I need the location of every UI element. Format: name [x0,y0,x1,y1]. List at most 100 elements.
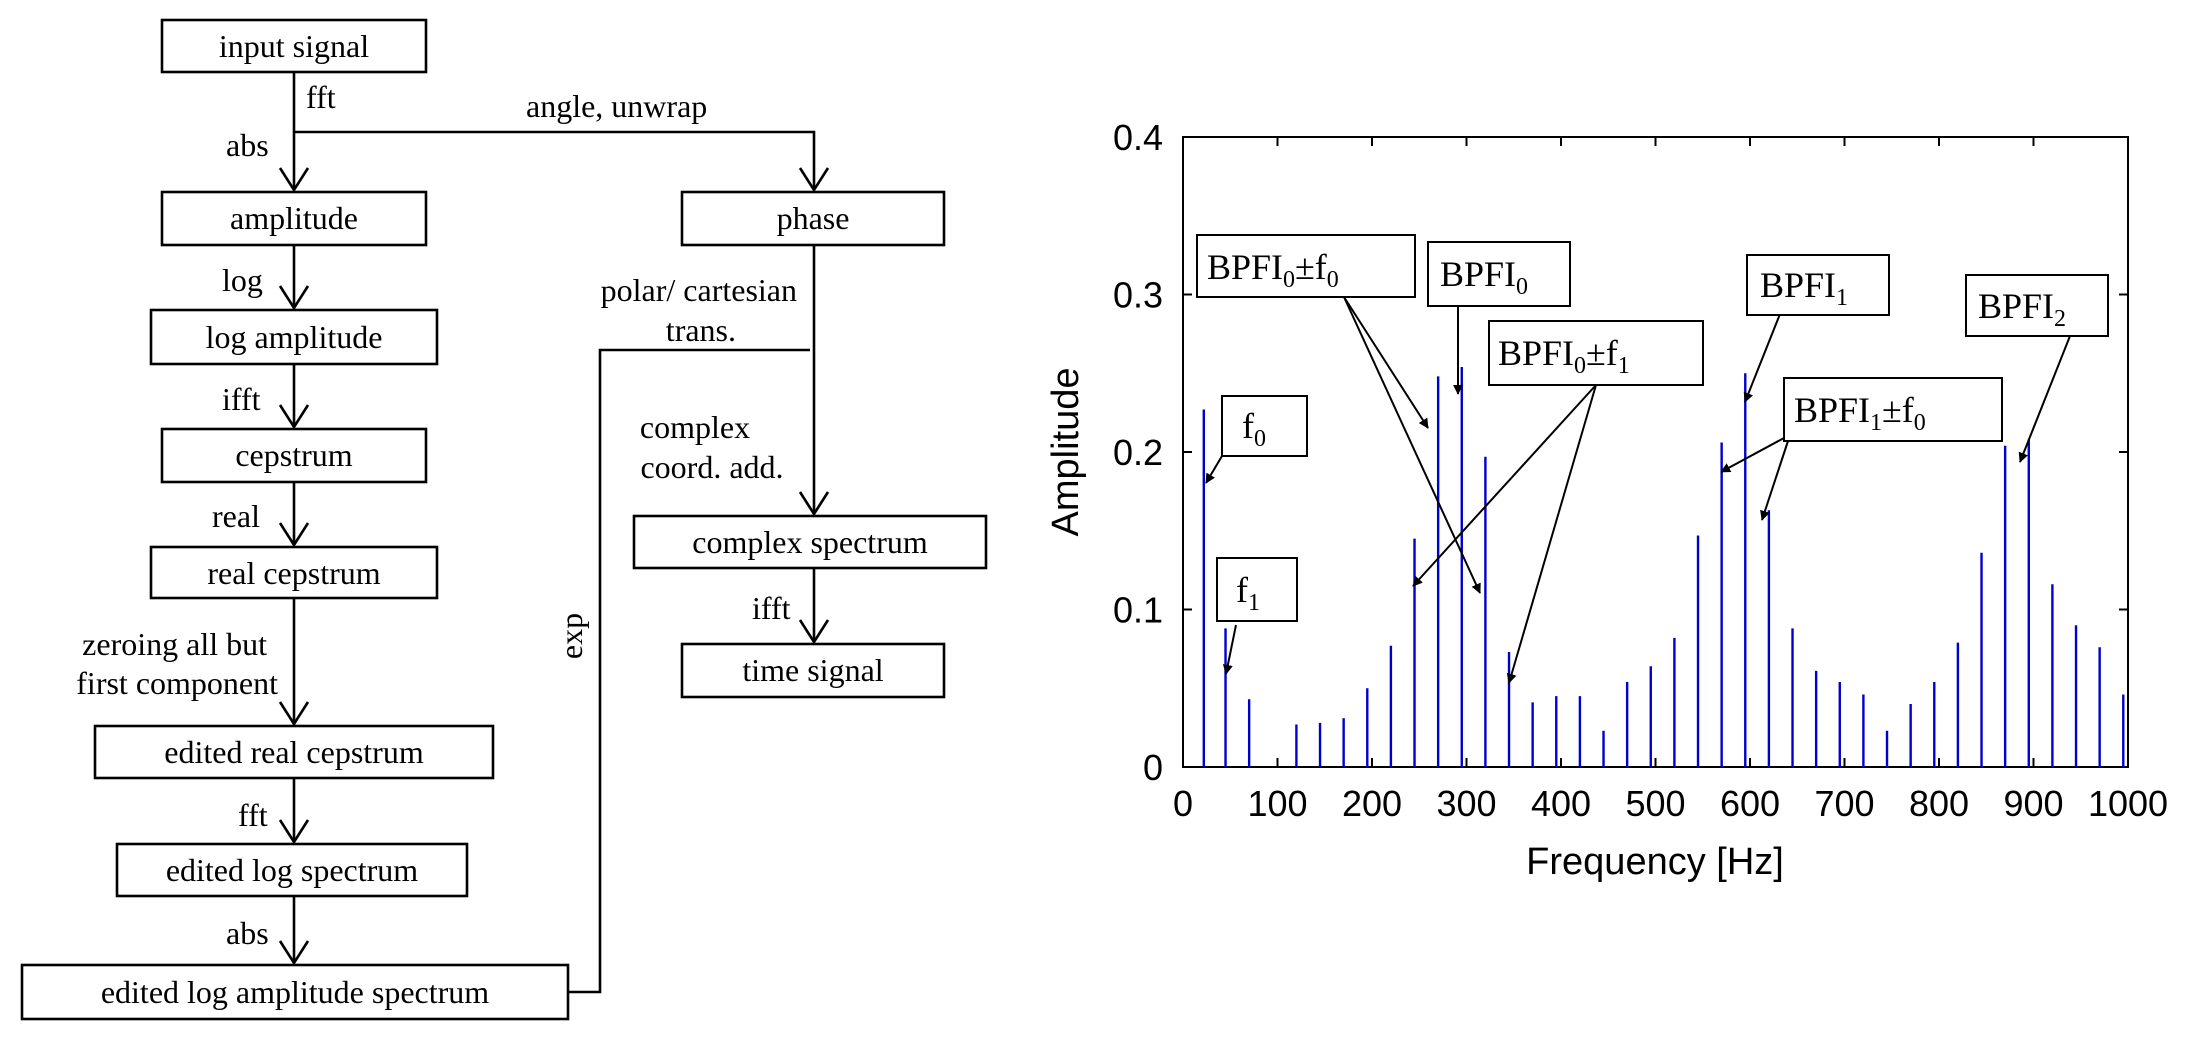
y-tick-label: 0 [1143,747,1163,788]
leader-bpfi1-f0-right [1760,440,1789,521]
node-label: cepstrum [235,437,352,473]
x-tick-label: 300 [1436,783,1496,824]
leader-bpfi0-f0-left [1343,296,1429,429]
arrowhead-down [278,522,310,548]
edge-label-zeroing-2: first component [76,665,278,701]
annotation-label: BPFI1 [1760,265,1848,311]
leader-bpfi0-f1-right [1506,384,1597,684]
node-label: edited real cepstrum [164,734,424,770]
edge-label-exp: exp [553,613,589,659]
axis-ticks [1182,136,2129,768]
arrowhead-down [278,701,310,727]
amplitude-spectrum-chart: 0 100 200 300 400 500 600 700 800 900 1000 0 0.1 0.2… [1045,117,2168,883]
annotation-bpfi1-pm-f0: BPFI1±f0 [1783,377,2003,442]
arrowhead-down [278,404,310,430]
y-tick-label: 0.4 [1113,117,1163,158]
x-tick-label: 900 [2003,783,2063,824]
edge-label-abs: abs [226,127,269,163]
arrowhead-down [278,940,310,966]
node-label: amplitude [230,200,358,236]
leader-bpfi0-f1-left [1412,384,1597,587]
node-complex-spectrum: complex spectrum [632,514,988,570]
node-edited-log-spectrum: edited log spectrum [115,842,469,898]
y-tick-label: 0.1 [1113,590,1163,631]
x-tick-label: 700 [1814,783,1874,824]
annotation-label: BPFI0±f1 [1498,333,1630,379]
edge-label-polar-1: polar/ cartesian [601,272,797,308]
x-tick-label: 800 [1909,783,1969,824]
node-input-signal: input signal [160,18,428,74]
flowchart: input signal amplitude phase log amplitu… [20,18,988,1021]
annotation-bpfi0-pm-f1: BPFI0±f1 [1488,320,1704,386]
x-tick-labels: 0 100 200 300 400 500 600 700 800 900 1000 [1173,783,2168,824]
node-time-signal: time signal [680,642,946,699]
node-phase: phase [680,190,946,247]
x-axis-label: Frequency [Hz] [1526,841,1784,883]
edge-label-angle-unwrap: angle, unwrap [526,88,707,124]
node-label: complex spectrum [692,524,928,560]
annotation-label: BPFI1±f0 [1794,390,1926,436]
leader-f0 [1205,455,1223,484]
annotation-bpfi1: BPFI1 [1746,254,1890,316]
node-label: edited log amplitude spectrum [101,974,489,1010]
node-cepstrum: cepstrum [160,427,428,484]
annotation-label: BPFI0 [1440,254,1528,300]
edge-label-abs: abs [226,915,269,951]
edge-label-zeroing-1: zeroing all but [82,626,267,662]
leader-f1 [1222,624,1237,675]
edge-label-ifft: ifft [222,381,261,417]
node-label: real cepstrum [207,555,380,591]
node-log-amplitude: log amplitude [149,308,439,366]
x-tick-label: 200 [1342,783,1402,824]
node-label: log amplitude [206,319,383,355]
node-label: input signal [219,28,369,64]
annotation-bpfi2: BPFI2 [1965,274,2109,337]
edge-label-fft: fft [238,797,268,833]
y-tick-label: 0.3 [1113,275,1163,316]
y-axis-label: Amplitude [1045,368,1087,537]
edge-label-complex-2: coord. add. [640,449,783,485]
annotation-f0: f0 [1221,395,1308,457]
edge-labels: fft abs angle, unwrap log ifft real zero… [76,79,797,951]
leader-bpfi2 [2018,335,2071,463]
edge-label-log: log [222,262,263,298]
edge-label-polar-2: trans. [666,312,736,348]
annotation-bpfi0-pm-f0: BPFI0±f0 [1196,234,1416,298]
x-tick-label: 1000 [2088,783,2168,824]
x-tick-label: 400 [1531,783,1591,824]
arrowhead-down [278,167,310,193]
leader-bpfi1-f0-left [1720,437,1785,473]
x-tick-label: 0 [1173,783,1193,824]
x-tick-label: 500 [1625,783,1685,824]
plot-frame [1182,136,2129,768]
leader-bpfi0-f0-right [1343,296,1481,594]
arrowhead-down [278,285,310,311]
arrowhead-down [278,819,310,845]
edge-label-ifft: ifft [752,590,791,626]
annotation-f1: f1 [1216,557,1298,622]
flow-edges [278,72,830,994]
edge-label-fft: fft [306,79,336,115]
edge-exp-loop [568,348,810,994]
node-label: edited log spectrum [166,852,418,888]
annotation-leaders [1205,296,2071,684]
annotation-bpfi0: BPFI0 [1427,241,1571,307]
annotation-label: BPFI0±f0 [1207,247,1339,293]
arrowhead-down [798,619,830,645]
node-amplitude: amplitude [160,190,428,247]
annotation-label: BPFI2 [1978,286,2066,332]
bar-series [1202,366,2125,767]
annotation-label: f0 [1242,406,1266,452]
annotation-label: f1 [1236,570,1260,616]
x-tick-label: 600 [1720,783,1780,824]
node-real-cepstrum: real cepstrum [149,545,439,600]
edge-label-complex-1: complex [640,409,750,445]
leader-bpfi1 [1743,313,1781,403]
y-tick-label: 0.2 [1113,432,1163,473]
node-label: time signal [742,652,883,688]
arrowhead-down [798,167,830,193]
node-edited-real-cepstrum: edited real cepstrum [93,724,495,780]
x-tick-label: 100 [1247,783,1307,824]
edge-label-real: real [212,498,260,534]
